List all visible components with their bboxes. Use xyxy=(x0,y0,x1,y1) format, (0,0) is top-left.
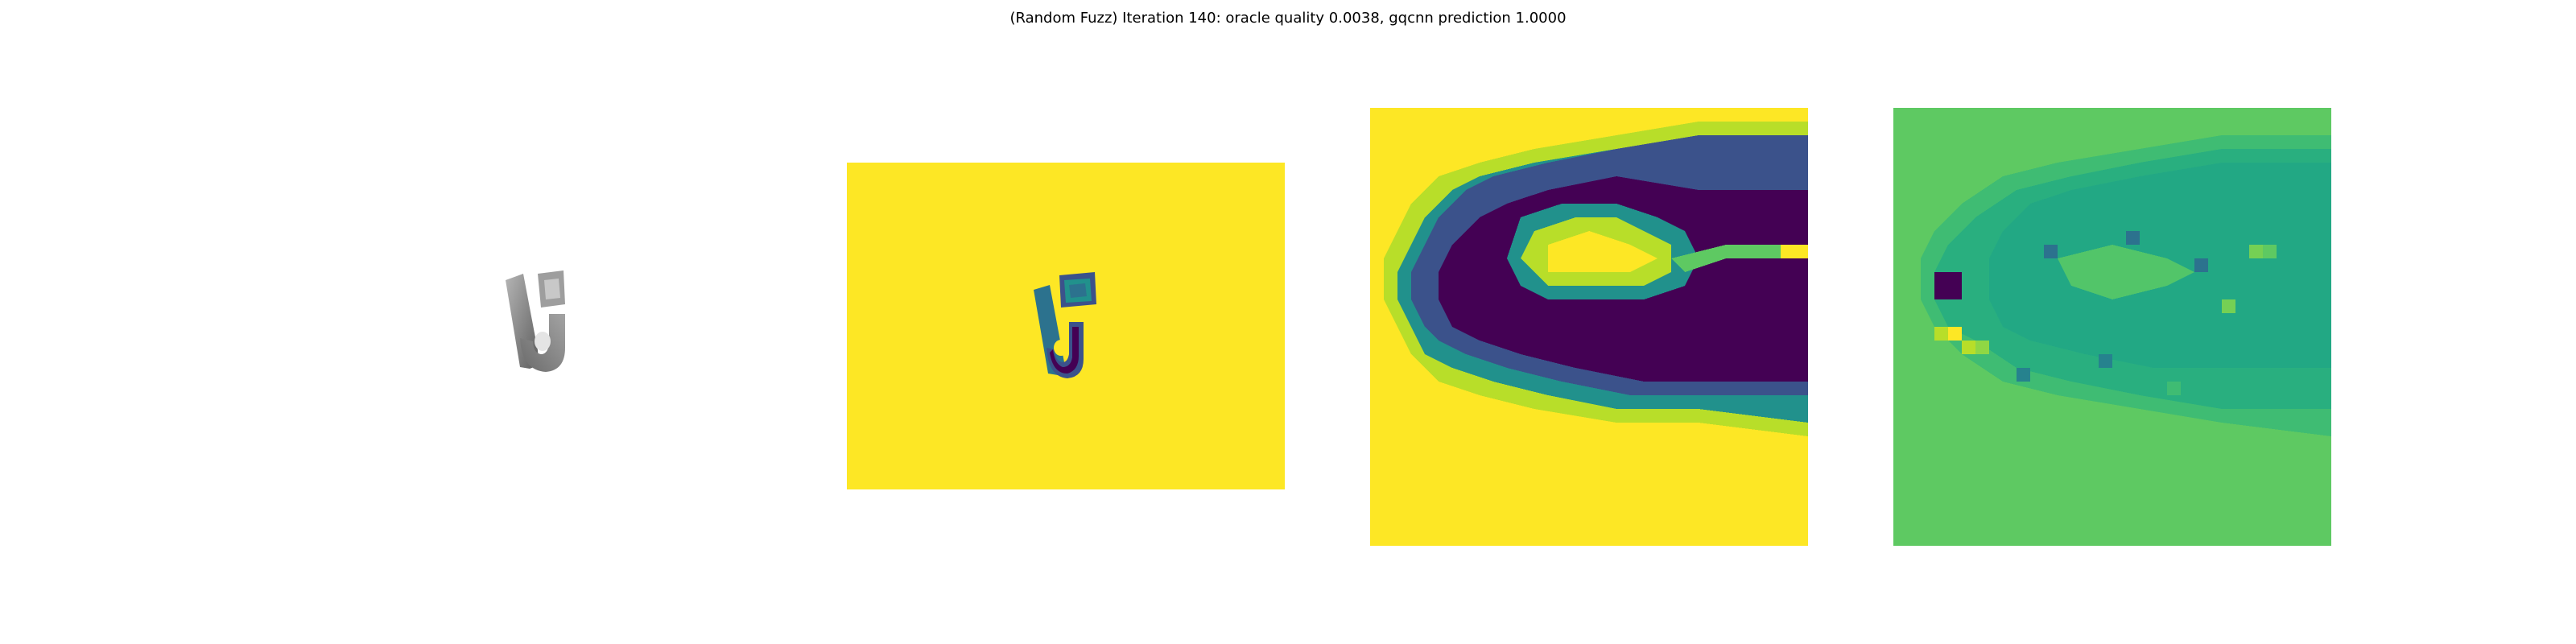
fuzzed-crop-panel xyxy=(1893,108,2331,546)
rendered-object-panel xyxy=(475,258,596,386)
depth-image-panel xyxy=(847,163,1285,489)
rendered-object-image xyxy=(506,270,565,372)
depth-crop-panel xyxy=(1370,108,1808,546)
depth-image xyxy=(847,163,1285,489)
fuzzed-crop-image xyxy=(1893,108,2331,546)
figure-title: (Random Fuzz) Iteration 140: oracle qual… xyxy=(1009,10,1567,27)
depth-crop-image xyxy=(1370,108,1808,546)
